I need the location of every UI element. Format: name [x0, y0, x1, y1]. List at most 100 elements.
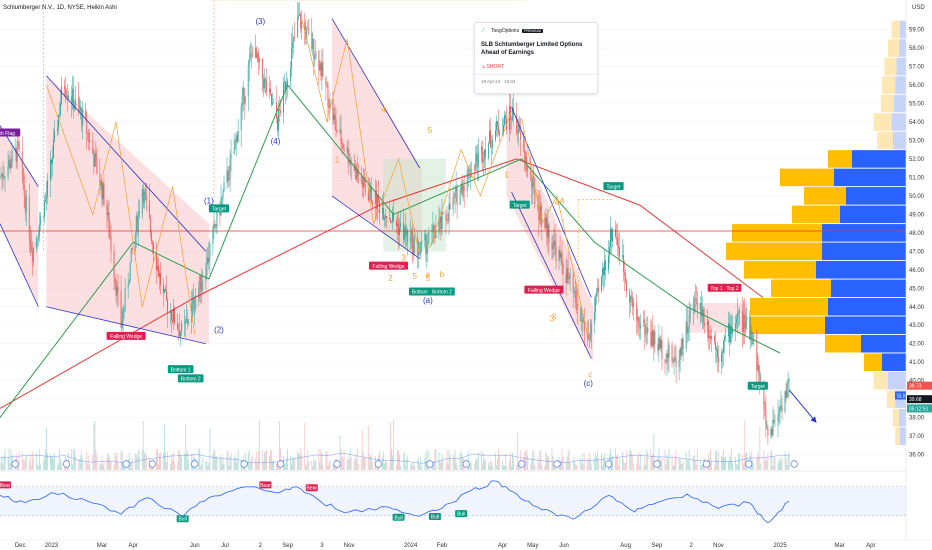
- volume-bar: [583, 453, 585, 470]
- candle-body: [453, 196, 455, 198]
- candle-body: [738, 312, 740, 314]
- volume-bar: [312, 465, 314, 470]
- volume-bar: [347, 456, 349, 470]
- candle-body: [531, 175, 533, 189]
- volume-bar: [480, 451, 482, 470]
- candle-body: [219, 209, 221, 216]
- volume-bar: [235, 461, 237, 470]
- volume-bar: [617, 455, 618, 470]
- profile-buy-bar: [895, 427, 900, 445]
- volume-bar: [54, 453, 55, 470]
- candle-body: [35, 238, 37, 248]
- volume-bar: [738, 453, 740, 470]
- wave-label: 4: [381, 106, 386, 115]
- candle-body: [688, 315, 690, 328]
- profile-buy-bar: [750, 297, 828, 316]
- candle-body: [631, 296, 633, 299]
- volume-bar: [88, 455, 90, 470]
- volume-bar: [248, 448, 250, 470]
- candle-body: [166, 290, 167, 300]
- volume-bar: [221, 463, 223, 470]
- volume-bar: [412, 465, 414, 470]
- volume-bar: [456, 465, 458, 470]
- candle-body: [467, 169, 469, 171]
- candle-body: [541, 218, 543, 225]
- candle-body: [151, 241, 153, 243]
- candle-body: [737, 312, 739, 319]
- candle-body: [739, 311, 741, 313]
- wedge-lower-line: [511, 192, 592, 359]
- price-label-box: [907, 395, 932, 404]
- pattern-label-text: Bottom 1: [171, 367, 191, 373]
- idea-headline[interactable]: SLB Schlumberger Limited Options Ahead o…: [481, 42, 583, 56]
- pattern-label-text: Top 1: [710, 286, 722, 292]
- volume-bar: [285, 463, 286, 470]
- volume-bar: [85, 461, 87, 470]
- volume-bar: [30, 465, 32, 470]
- volume-bar: [502, 461, 503, 470]
- moving-averages: [0, 84, 781, 418]
- rsi-signal-box: [428, 513, 441, 521]
- candle-body: [523, 139, 525, 147]
- volume-bar: [567, 451, 569, 470]
- time-tick-label: Dec: [15, 543, 26, 549]
- candle-body: [95, 153, 97, 158]
- volume-bar: [600, 453, 602, 470]
- idea-card[interactable]: ⟋ ToogOptions PREMIUM SLB Schlumberger L…: [474, 22, 598, 94]
- wedge-upper-line: [331, 18, 421, 169]
- candle-body: [575, 291, 577, 304]
- volume-bar: [272, 461, 273, 470]
- candle-body: [608, 255, 609, 271]
- volume-bar: [294, 457, 296, 470]
- volume-bar: [292, 457, 294, 470]
- candle-body: [129, 262, 131, 282]
- candle-body: [230, 154, 232, 159]
- volume-bar: [135, 454, 137, 470]
- volume-bar: [445, 463, 447, 470]
- candle-body: [680, 347, 682, 356]
- pattern-label-text: Target: [751, 384, 766, 390]
- profile-buy-bar: [880, 94, 894, 113]
- volume-bar: [1, 455, 3, 470]
- profile-buy-bar: [750, 316, 825, 335]
- candle-body: [276, 102, 277, 119]
- volume-bar: [171, 453, 172, 470]
- price-tick-label: 58.00: [909, 46, 925, 52]
- volume-bar: [447, 464, 449, 470]
- volume-bar: [476, 458, 478, 470]
- candle-body: [45, 195, 47, 200]
- event-marker-icon: [702, 460, 710, 468]
- volume-bar: [667, 459, 669, 470]
- candle-body: [106, 205, 108, 216]
- profile-sell-bar: [882, 353, 906, 371]
- candle-body: [419, 251, 421, 254]
- candle-body: [673, 356, 675, 362]
- candle-body: [537, 204, 539, 209]
- volume-bar: [129, 462, 131, 470]
- profile-sell-bar: [894, 94, 906, 113]
- candle-body: [79, 105, 81, 112]
- candle-body: [117, 286, 119, 291]
- volume-bar: [753, 464, 755, 470]
- candle-body: [671, 345, 673, 362]
- event-marker-icon: [62, 460, 71, 468]
- candle-body: [561, 253, 563, 265]
- volume-bar: [60, 459, 61, 470]
- wave-label: 3: [552, 313, 557, 322]
- candle-body: [774, 421, 776, 423]
- candle-body: [461, 183, 463, 196]
- volume-bar: [342, 459, 344, 470]
- candle-body: [476, 153, 478, 168]
- time-tick-label: Nov: [713, 543, 724, 549]
- candle-body: [61, 86, 62, 104]
- candle-body: [318, 50, 320, 71]
- candle-body: [756, 334, 758, 371]
- volume-bar: [729, 454, 730, 470]
- volume-bar: [368, 453, 370, 470]
- volume-bar: [87, 463, 89, 470]
- volume-bar: [772, 465, 774, 470]
- candle-body: [308, 28, 310, 33]
- candle-body: [468, 169, 470, 178]
- volume-bar: [7, 458, 9, 470]
